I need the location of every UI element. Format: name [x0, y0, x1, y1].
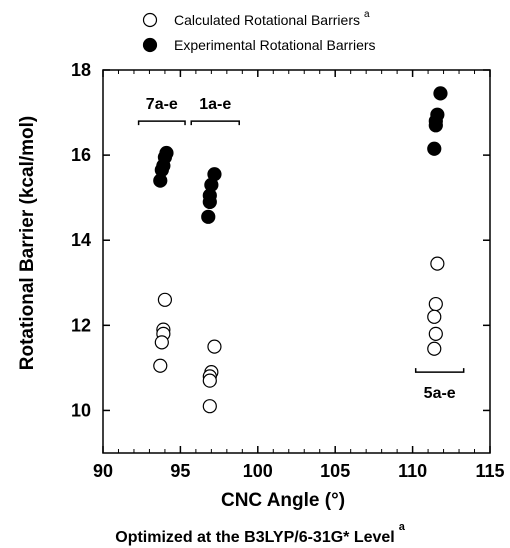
calculated-point [430, 256, 445, 271]
experimental-point [428, 118, 443, 133]
footnote-superscript: a [399, 521, 406, 533]
group-bracket-7a-e [137, 120, 186, 126]
group-bracket-1a-e [190, 120, 240, 126]
plot-frame [102, 69, 491, 454]
experimental-point [153, 173, 168, 188]
x-tick-label: 110 [398, 461, 427, 481]
calculated-point [428, 326, 443, 341]
y-tick-label: 10 [71, 400, 91, 420]
calculated-point [207, 339, 222, 354]
calculated-point [202, 399, 217, 414]
calculated-point [202, 373, 217, 388]
y-tick-label: 16 [71, 145, 91, 165]
x-tick-label: 115 [475, 461, 504, 481]
experimental-point [433, 86, 448, 101]
group-label-1a-e: 1a-e [199, 96, 231, 113]
group-label-7a-e: 7a-e [146, 96, 178, 113]
tick-labels: 90 95 100 105 110 115 10 12 14 16 18 [71, 60, 505, 481]
axis-ticks [102, 69, 491, 453]
x-tick-label: 105 [320, 461, 350, 481]
data-points [153, 86, 448, 414]
legend-filled-circle-icon [142, 37, 158, 53]
footnote: Optimized at the B3LYP/6-31G* Level [115, 529, 395, 546]
experimental-point [427, 141, 442, 156]
group-bracket-5a-e [414, 368, 465, 373]
legend-superscript-calculated: a [364, 9, 370, 20]
y-tick-label: 14 [71, 230, 91, 250]
y-tick-label: 18 [71, 60, 91, 80]
group-label-5a-e: 5a-e [424, 385, 456, 402]
experimental-point [202, 194, 217, 210]
calculated-point [428, 296, 443, 312]
calculated-point [427, 309, 442, 324]
legend-label-calculated: Calculated Rotational Barriers [174, 12, 360, 28]
calculated-point [153, 358, 168, 373]
calculated-point [427, 341, 442, 356]
x-tick-label: 90 [93, 461, 113, 481]
x-tick-label: 100 [243, 461, 273, 481]
experimental-point [201, 209, 216, 224]
legend-label-experimental: Experimental Rotational Barriers [174, 37, 376, 53]
x-tick-label: 95 [170, 461, 190, 481]
legend-item-experimental: Experimental Rotational Barriers [142, 37, 376, 53]
y-tick-label: 12 [71, 315, 91, 335]
group-annotations: 7a-e 1a-e 5a-e [137, 96, 465, 402]
x-axis-title: CNC Angle (°) [221, 490, 345, 511]
calculated-point [154, 335, 169, 350]
legend-open-circle-icon [142, 12, 158, 28]
legend-item-calculated: Calculated Rotational Barriers a [142, 9, 370, 28]
legend: Calculated Rotational Barriers a Experim… [142, 9, 376, 53]
y-axis-title: Rotational Barrier (kcal/mol) [17, 116, 38, 370]
calculated-point [157, 292, 173, 307]
